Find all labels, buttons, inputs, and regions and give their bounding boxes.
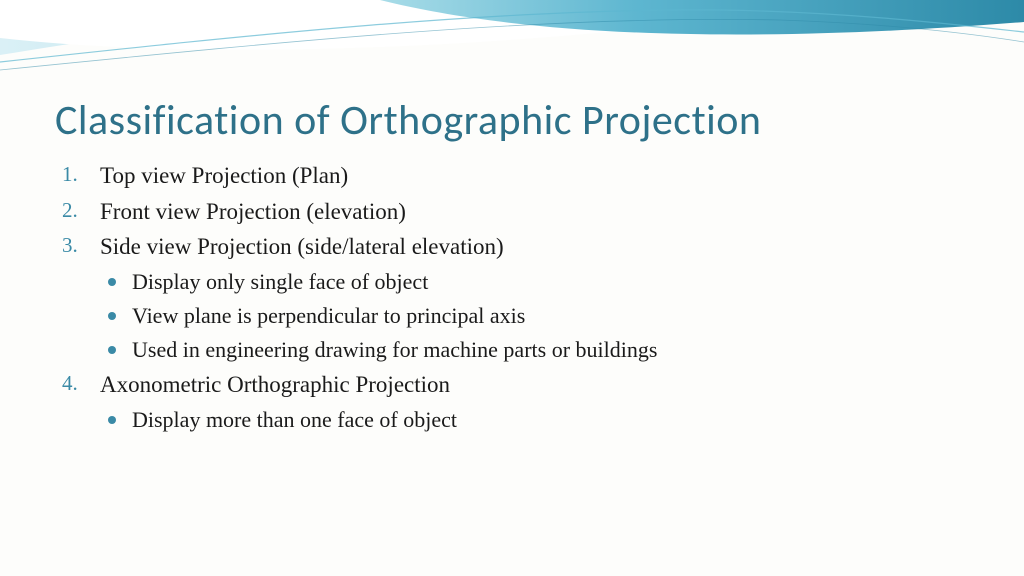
sub-bullet-list: Display more than one face of object	[104, 403, 962, 437]
list-item: Side view Projection (side/lateral eleva…	[62, 229, 962, 367]
slide-content: Top view Projection (Plan) Front view Pr…	[62, 158, 962, 437]
list-item: Front view Projection (elevation)	[62, 194, 962, 230]
sub-list-text: Display more than one face of object	[132, 407, 457, 432]
numbered-list: Top view Projection (Plan) Front view Pr…	[62, 158, 962, 437]
sub-list-text: Display only single face of object	[132, 269, 428, 294]
list-item: Axonometric Orthographic Projection Disp…	[62, 367, 962, 437]
list-item: Top view Projection (Plan)	[62, 158, 962, 194]
slide-title: Classification of Orthographic Projectio…	[55, 95, 762, 146]
list-item-text: Top view Projection (Plan)	[100, 163, 348, 188]
sub-bullet-list: Display only single face of object View …	[104, 265, 962, 367]
sub-list-text: Used in engineering drawing for machine …	[132, 337, 657, 362]
sub-list-item: View plane is perpendicular to principal…	[104, 299, 962, 333]
sub-list-text: View plane is perpendicular to principal…	[132, 303, 525, 328]
sub-list-item: Used in engineering drawing for machine …	[104, 333, 962, 367]
sub-list-item: Display only single face of object	[104, 265, 962, 299]
list-item-text: Front view Projection (elevation)	[100, 199, 406, 224]
list-item-text: Side view Projection (side/lateral eleva…	[100, 234, 504, 259]
sub-list-item: Display more than one face of object	[104, 403, 962, 437]
list-item-text: Axonometric Orthographic Projection	[100, 372, 450, 397]
